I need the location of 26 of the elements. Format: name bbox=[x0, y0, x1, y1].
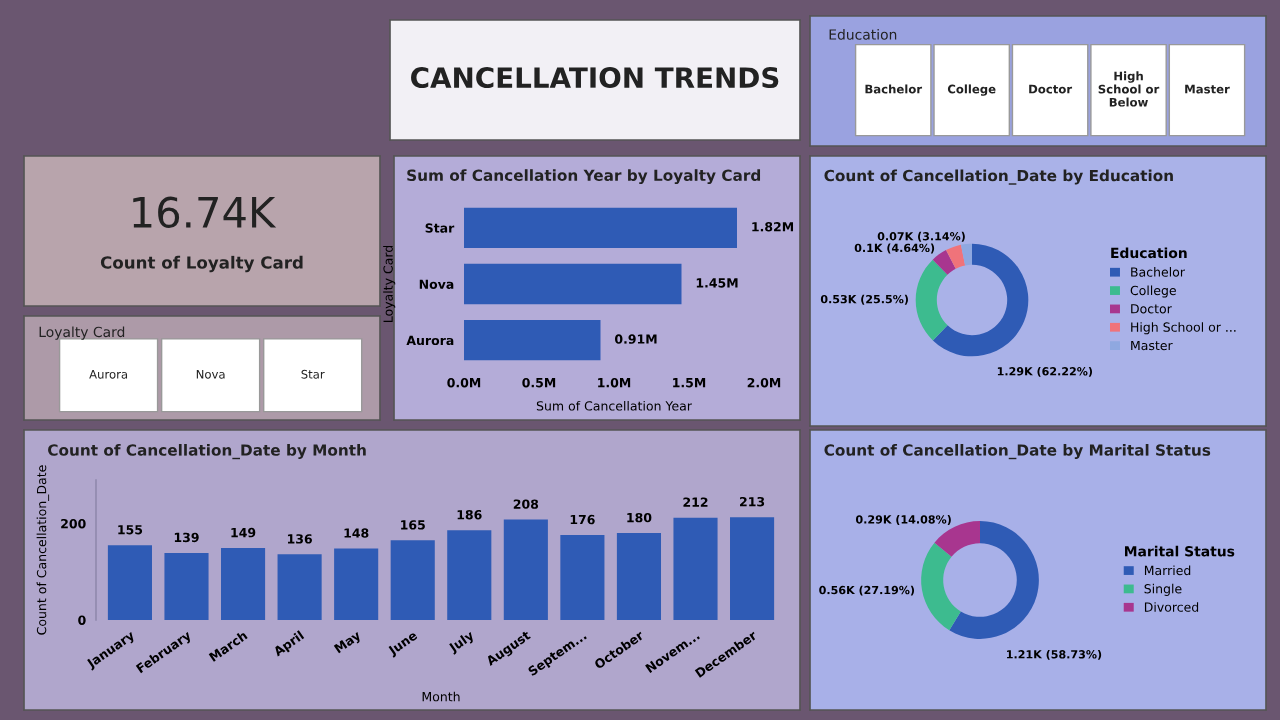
donut-slice bbox=[932, 250, 956, 275]
bar bbox=[334, 548, 379, 620]
donut-slice bbox=[960, 243, 972, 266]
bar bbox=[503, 519, 548, 620]
donut-slice bbox=[915, 259, 948, 341]
text: 16.74K bbox=[133, 196, 277, 229]
text: Count of Loyalty Card bbox=[100, 255, 303, 273]
bar bbox=[673, 517, 718, 620]
bar bbox=[447, 530, 492, 620]
donut-slice bbox=[945, 244, 966, 269]
donut-slice bbox=[934, 521, 980, 557]
text: CANCELLATION TRENDS bbox=[411, 67, 779, 89]
bar bbox=[220, 548, 266, 620]
bar bbox=[464, 319, 601, 361]
donut-slice bbox=[949, 521, 1039, 639]
bar bbox=[464, 263, 682, 305]
bar bbox=[464, 207, 737, 249]
bar bbox=[560, 535, 605, 620]
bar bbox=[390, 540, 435, 620]
donut-slice bbox=[932, 243, 1029, 357]
bar bbox=[730, 517, 775, 620]
bar bbox=[277, 554, 322, 620]
bar bbox=[107, 545, 152, 620]
bar bbox=[616, 533, 662, 620]
donut-slice bbox=[921, 542, 961, 631]
bar bbox=[164, 552, 209, 620]
